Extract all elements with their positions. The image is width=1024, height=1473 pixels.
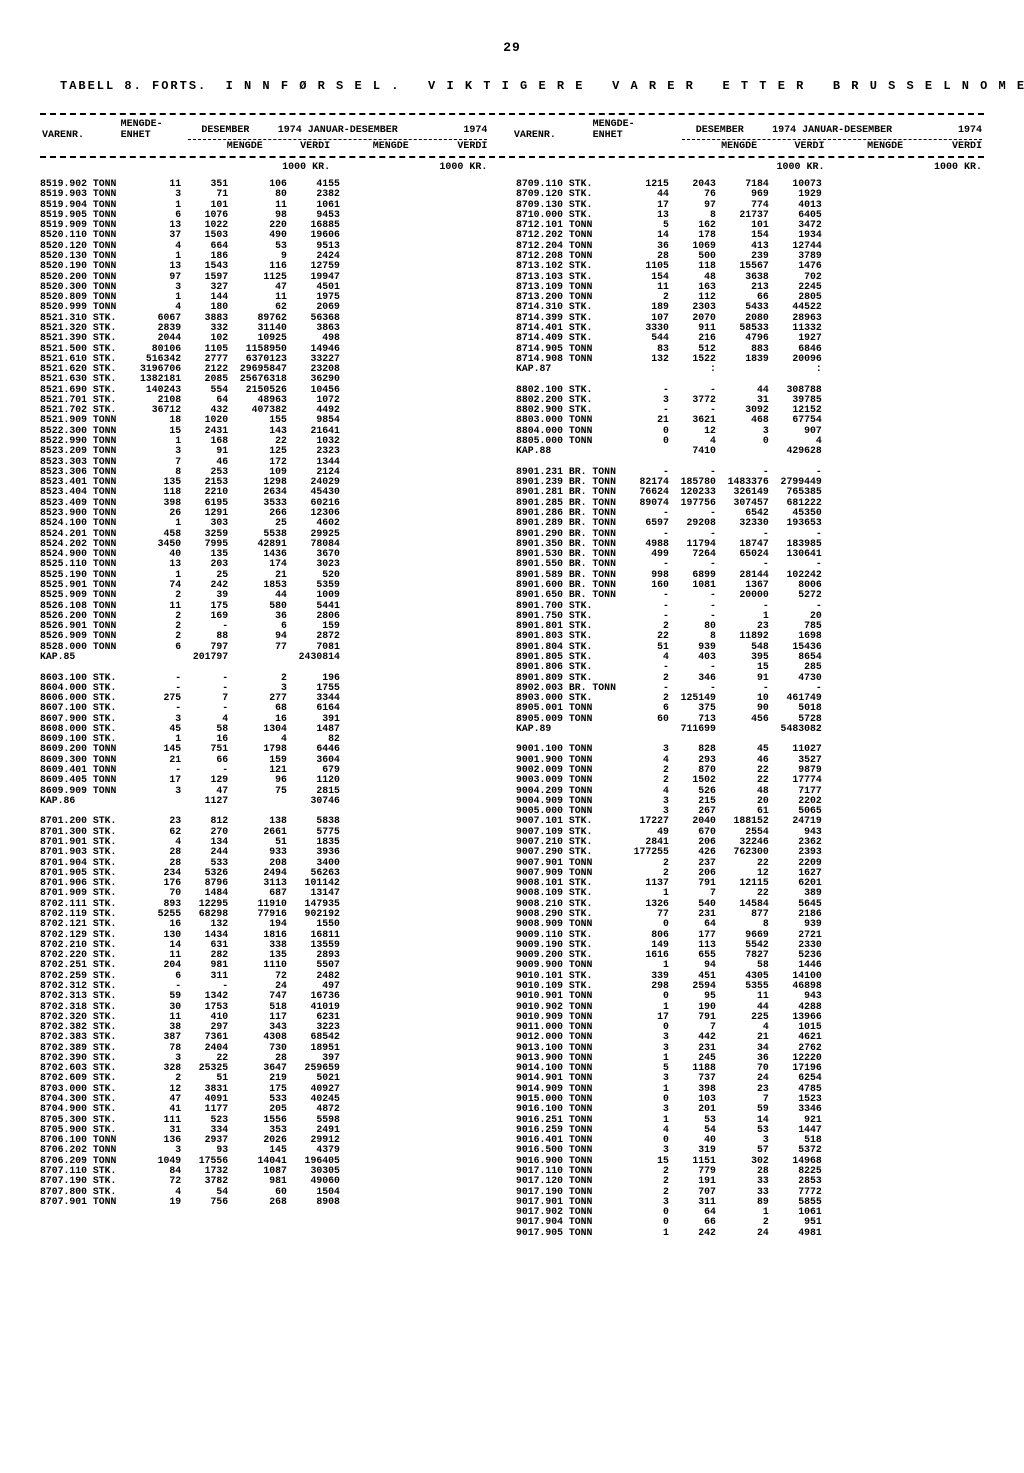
hdr-year2: 1974 (905, 119, 984, 136)
hdr-mengde2: MENGDE (332, 141, 411, 152)
hdr-jandes: 1974 JANUAR-DESEMBER (265, 119, 411, 136)
unit-row: 1000 KR. 1000 KR. 1000 KR. 1000 KR. (40, 162, 984, 173)
hdr-verdi4: VERDI (905, 141, 984, 152)
hdr-verdi: VERDI (265, 141, 332, 152)
sub-rule-l (188, 139, 487, 140)
hdr-mengde4: MENGDE (827, 141, 906, 152)
mid-rule (40, 156, 984, 158)
page-number: 29 (40, 40, 984, 55)
table-title: TABELL 8. FORTS. I N N F Ø R S E L . V I… (60, 79, 984, 93)
hdr-jandes2: 1974 JANUAR-DESEMBER (759, 119, 905, 136)
hdr-mengde: MENGDE (186, 141, 265, 152)
unit-l1: 1000 KR. (265, 162, 332, 173)
hdr-des2: DESEMBER (680, 119, 759, 136)
sub-rule-r (682, 139, 982, 140)
page: 29 TABELL 8. FORTS. I N N F Ø R S E L . … (0, 0, 1024, 1258)
hdr-mengde3: MENGDE (680, 141, 759, 152)
hdr-enhet: MENGDE- ENHET (119, 119, 186, 141)
hdr-verdi3: VERDI (759, 141, 826, 152)
hdr-year: 1974 (411, 119, 490, 136)
hdr-varenr2: VARENR. (512, 119, 591, 141)
data-columns: 8519.902 TONN 11 351 106 4155 8519.903 T… (40, 179, 984, 1238)
unit-r2: 1000 KR. (905, 162, 984, 173)
hdr-verdi2: VERDI (411, 141, 490, 152)
unit-r1: 1000 KR. (759, 162, 826, 173)
unit-l2: 1000 KR. (411, 162, 490, 173)
hdr-varenr: VARENR. (40, 119, 119, 141)
hdr-enhet2: MENGDE- ENHET (591, 119, 681, 141)
top-rule (40, 113, 984, 115)
right-column: 8709.110 STK. 1215 2043 7184 10073 8709.… (516, 179, 984, 1238)
header-table: VARENR. MENGDE- ENHET DESEMBER 1974 JANU… (40, 119, 984, 152)
hdr-des: DESEMBER (186, 119, 265, 136)
left-column: 8519.902 TONN 11 351 106 4155 8519.903 T… (40, 179, 508, 1207)
